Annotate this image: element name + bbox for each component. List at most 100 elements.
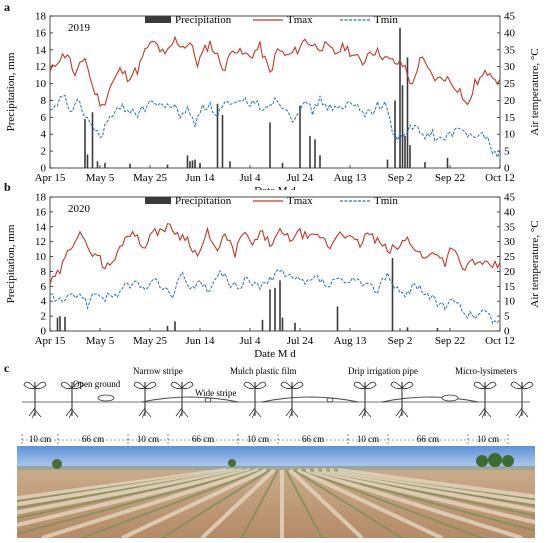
spacing-label: 66 cm bbox=[417, 434, 439, 444]
plant-root bbox=[395, 407, 409, 419]
crop-row bbox=[17, 468, 243, 515]
y-right-tick-label: 25 bbox=[504, 78, 516, 90]
year-label: 2020 bbox=[68, 203, 91, 215]
y-right-tick-label: 10 bbox=[504, 296, 516, 308]
crop-row bbox=[297, 468, 443, 538]
y-left-tick-label: 12 bbox=[35, 61, 46, 73]
plant-icon bbox=[473, 381, 497, 419]
precip-bar bbox=[279, 280, 281, 331]
x-tick-label: Apr 15 bbox=[35, 172, 66, 184]
precip-bar bbox=[216, 103, 219, 168]
precip-bar bbox=[86, 154, 89, 168]
crop-row bbox=[17, 469, 247, 520]
label-wide-stripe: Wide stripe bbox=[195, 388, 236, 398]
x-tick-label: Oct 12 bbox=[485, 335, 515, 347]
precip-bar bbox=[64, 316, 66, 331]
precip-bar bbox=[104, 162, 106, 168]
legend-tmax-label: Tmax bbox=[287, 195, 313, 207]
x-tick-label: Jul 4 bbox=[239, 335, 261, 347]
tmax-line bbox=[49, 35, 501, 107]
plant-leaf bbox=[280, 381, 293, 389]
crop-row bbox=[329, 468, 535, 505]
legend-precip-swatch bbox=[145, 197, 171, 204]
crop-row bbox=[301, 469, 483, 538]
precip-bar bbox=[261, 319, 264, 331]
spacing-label: 10 cm bbox=[477, 434, 499, 444]
precip-bar bbox=[404, 135, 406, 168]
precip-bar bbox=[129, 163, 131, 168]
label-open-ground: Open ground bbox=[73, 379, 121, 389]
precip-bar bbox=[59, 316, 61, 331]
tmin-line bbox=[49, 94, 501, 159]
x-tick-label: Aug 13 bbox=[334, 335, 367, 347]
plant-root bbox=[138, 407, 152, 419]
legend-tmin-label: Tmin bbox=[374, 14, 398, 26]
x-tick-label: Jun 14 bbox=[185, 335, 215, 347]
plant-leaf bbox=[34, 381, 47, 389]
precip-bar bbox=[299, 105, 301, 168]
y-left-tick-label: 0 bbox=[41, 163, 47, 175]
y-left-tick-label: 14 bbox=[35, 221, 47, 233]
precip-bar bbox=[269, 122, 271, 168]
plant-icon bbox=[170, 381, 194, 419]
y-right-tick-label: 0 bbox=[504, 163, 510, 175]
plant-leaf bbox=[473, 381, 486, 389]
y-right-tick-label: 5 bbox=[504, 311, 510, 323]
x-tick-label: Sep 2 bbox=[388, 335, 413, 347]
crop-row bbox=[309, 469, 535, 532]
y-left-tick-label: 2 bbox=[41, 311, 47, 323]
precip-bar bbox=[409, 145, 411, 168]
plant-leaf bbox=[170, 381, 183, 389]
precip-bar bbox=[399, 27, 401, 169]
y-left-tick-label: 4 bbox=[41, 129, 47, 141]
plant-icon bbox=[353, 381, 377, 419]
weather-chart-2020: 0 2 4 6 8 10 12 14 16 18 0 5 10 15 20 25 30 35 40 45 Apr 15 M… bbox=[5, 192, 541, 361]
y-right-tick-label: 5 bbox=[504, 146, 510, 158]
plant-leaf bbox=[401, 381, 414, 389]
spacing-label: 10 cm bbox=[357, 434, 379, 444]
crop-row bbox=[305, 468, 523, 538]
precip-bar bbox=[314, 139, 316, 168]
crop-row bbox=[161, 469, 271, 538]
precip-bar bbox=[189, 161, 191, 168]
x-tick-label: Jul 4 bbox=[239, 172, 261, 184]
panel-label-b: b bbox=[4, 180, 11, 194]
crop-row bbox=[81, 469, 263, 538]
y-left-tick-label: 18 bbox=[35, 11, 47, 23]
plant-root bbox=[358, 407, 372, 419]
y-left-tick-label: 16 bbox=[35, 27, 47, 39]
weather-chart-2019: 0 2 4 6 8 10 12 14 16 18 0 5 10 15 20 25 30 35 40 45 Apr 15 M… bbox=[5, 11, 541, 191]
plant-leaf bbox=[364, 381, 377, 389]
panel-label-c: c bbox=[4, 361, 10, 375]
plant-leaf bbox=[510, 381, 523, 389]
y-left-tick-label: 2 bbox=[41, 146, 47, 158]
spacing-label: 10 cm bbox=[137, 434, 159, 444]
x-tick-label: Sep 22 bbox=[435, 172, 465, 184]
tmax-line bbox=[49, 223, 501, 285]
y-right-axis-label: Air temperature, °C bbox=[529, 220, 541, 307]
y-right-tick-label: 30 bbox=[504, 236, 516, 248]
spacing-label: 66 cm bbox=[82, 434, 104, 444]
plant-leaf bbox=[181, 381, 194, 389]
crop-row bbox=[313, 468, 535, 525]
plant-leaf bbox=[243, 381, 256, 389]
x-tick-label: Oct 12 bbox=[485, 172, 515, 184]
x-tick-label: Jul 24 bbox=[287, 335, 314, 347]
plant-leaf bbox=[521, 381, 534, 389]
plant-icon bbox=[243, 381, 267, 419]
plant-root bbox=[28, 407, 42, 419]
precip-bar bbox=[221, 114, 224, 168]
precip-bar bbox=[229, 161, 231, 168]
plant-leaf bbox=[133, 381, 146, 389]
y-right-tick-label: 40 bbox=[504, 27, 516, 39]
label-drip-pipe: Drip irrigation pipe bbox=[348, 366, 418, 376]
crop-row bbox=[17, 468, 227, 501]
crop-row bbox=[121, 468, 267, 538]
legend-tmax-label: Tmax bbox=[287, 14, 313, 26]
x-axis-label: Date M d bbox=[254, 348, 296, 360]
precip-bar bbox=[84, 119, 86, 168]
spacing-dimensions: 10 cm 66 cm 10 cm 66 cm 10 cm 66 cm 10 cm 66 cm… bbox=[21, 434, 509, 446]
micro-lysimeter-1 bbox=[97, 394, 115, 402]
precip-bar bbox=[391, 258, 394, 331]
precip-bar bbox=[281, 317, 284, 331]
